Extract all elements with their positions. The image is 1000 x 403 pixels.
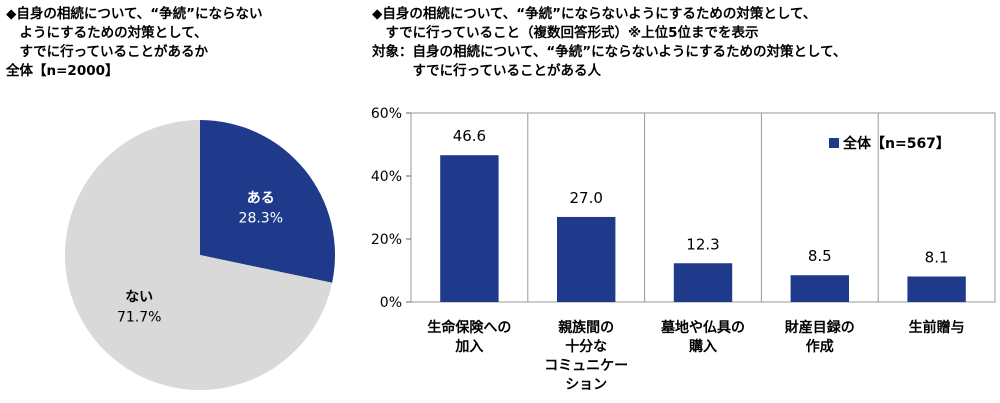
x-category-label: 生命保険への [427, 319, 511, 336]
y-tick-label: 20% [371, 232, 402, 248]
pie-slice-value-2: 71.7% [117, 309, 161, 325]
bar-value-label-2: 27.0 [569, 189, 602, 207]
bar-3 [673, 263, 733, 302]
bar-value-label-1: 46.6 [453, 127, 486, 145]
pie-slice-value-1: 28.3% [239, 211, 283, 227]
x-category-label: 生前贈与 [909, 319, 965, 336]
bar-value-label-4: 8.5 [808, 247, 832, 265]
pie-title-line-2: ようにするための対策として、 [6, 25, 208, 41]
pie-slice-2 [65, 120, 333, 390]
pie-title-line-1: ◆自身の相続について、“争続”にならない [6, 6, 263, 22]
x-category-label: 墓地や仏具の [660, 319, 745, 336]
x-category-label: 購入 [688, 338, 717, 355]
pie-base-label: 全体【n=2000】 [6, 63, 119, 79]
bar-title-line-1: ◆自身の相続について、“争続”にならないようにするための対策として、 [372, 6, 817, 22]
bar-value-label-5: 8.1 [925, 248, 949, 266]
pie-slice-1 [200, 120, 335, 283]
pie-slice-label-2: ない [125, 289, 153, 305]
y-tick-label: 0% [380, 295, 402, 311]
bar-title: ◆自身の相続について、“争続”にならないようにするための対策として、 すでに行っ… [372, 5, 846, 81]
bar-target-line-1: 対象：自身の相続について、“争続”にならないようにするための対策として、 [372, 44, 847, 60]
pie-title: ◆自身の相続について、“争続”にならない ようにするための対策として、 すでに行… [6, 5, 263, 81]
bar-4 [790, 275, 849, 302]
pie-slice-label-1: ある [247, 191, 275, 207]
bar-2 [557, 216, 616, 302]
x-category-label: 十分な [565, 338, 607, 355]
legend-swatch [829, 138, 839, 148]
bar-5 [907, 276, 966, 302]
x-category-label: 加入 [454, 339, 483, 355]
x-category-label: 親族間の [558, 319, 614, 336]
bar-1 [440, 155, 499, 302]
x-category-label: コミュニケー [544, 358, 628, 374]
x-category-label: 作成 [806, 338, 834, 355]
bar-target-line-2: すでに行っていることがある人 [372, 63, 601, 79]
y-tick-label: 40% [371, 169, 402, 185]
y-tick-label: 60% [371, 106, 402, 122]
pie-chart: ある 28.3% ない 71.7% [65, 120, 335, 390]
bar-value-label-3: 12.3 [686, 235, 719, 253]
x-category-label: ション [565, 377, 607, 393]
pie-title-line-3: すでに行っていることがあるか [6, 44, 208, 60]
bar-title-line-2: すでに行っていること（複数回答形式）※上位5位までを表示 [372, 25, 759, 41]
legend-label: 全体【n=567】 [842, 135, 950, 152]
x-category-label: 財産目録の [784, 319, 855, 336]
